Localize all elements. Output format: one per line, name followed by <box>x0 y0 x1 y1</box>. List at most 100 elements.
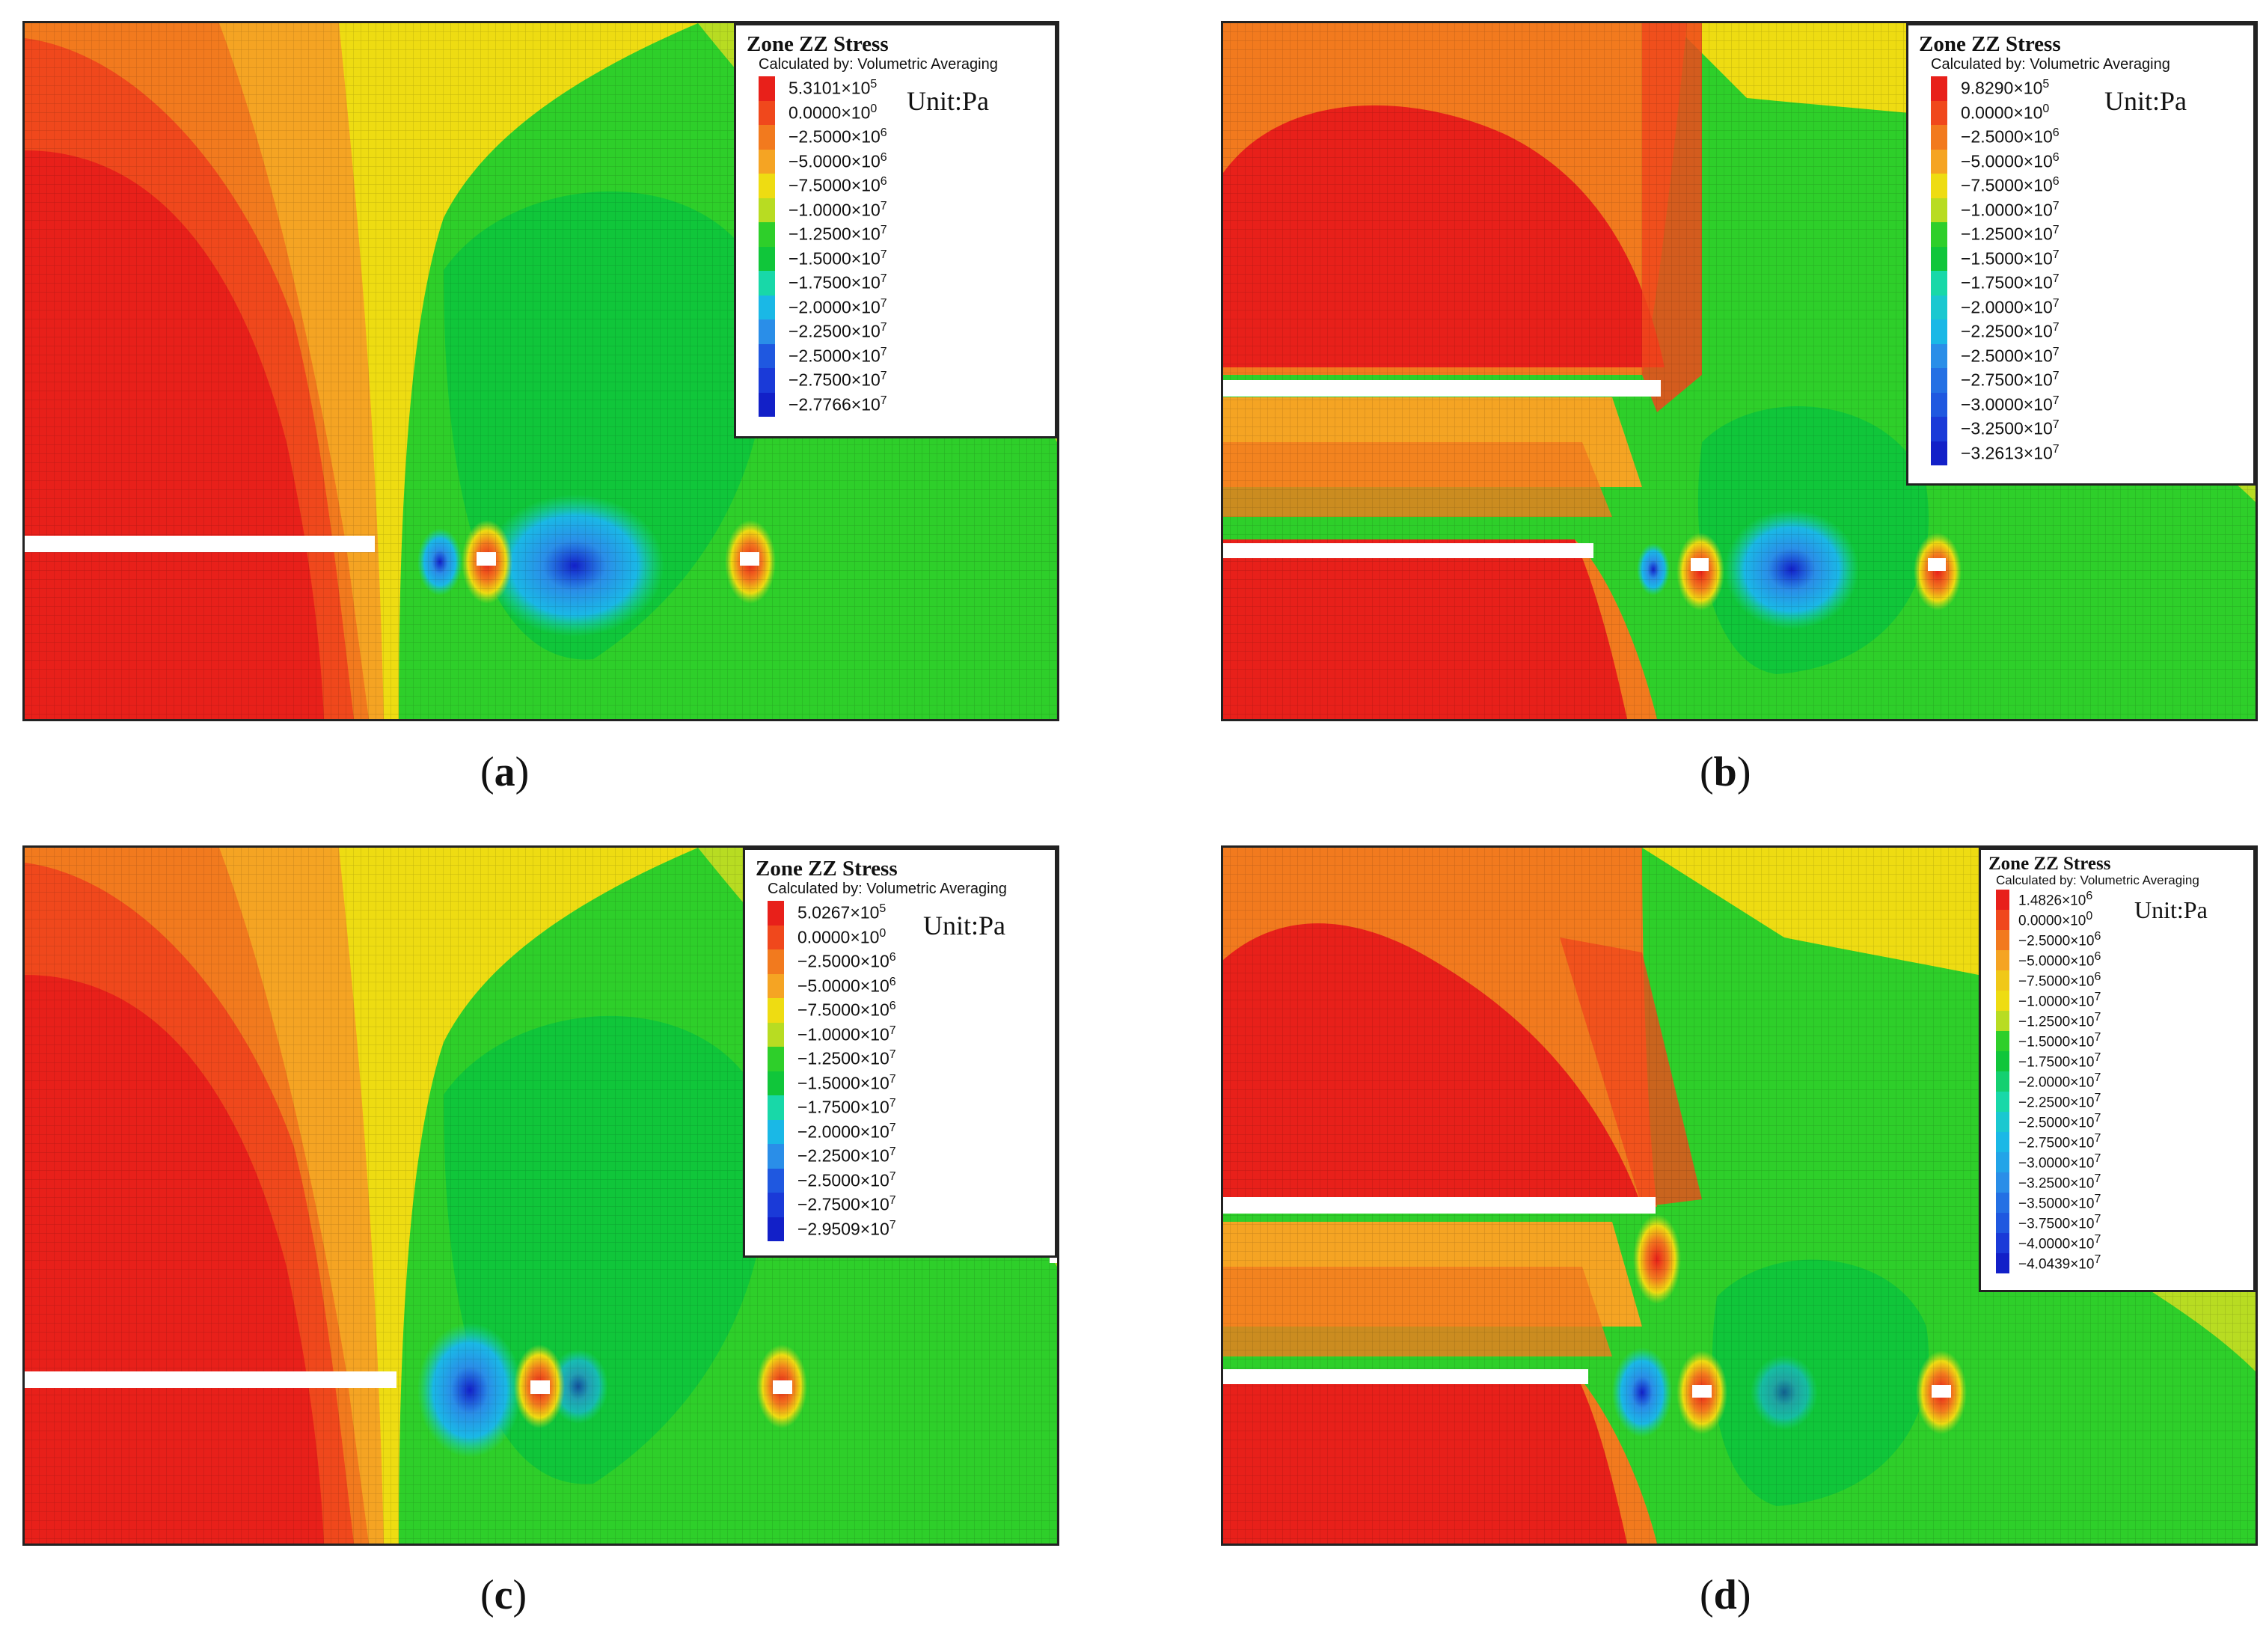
legend-swatch <box>1996 1071 2009 1092</box>
legend-entry: −1.5000×107 <box>759 246 1044 271</box>
legend-swatch <box>768 1168 784 1193</box>
legend-swatch <box>1931 319 1947 344</box>
seam-working-face <box>25 536 375 552</box>
legend-swatch <box>1931 441 1947 465</box>
legend-value: −1.7500×107 <box>788 272 887 293</box>
legend-swatch <box>1996 1011 2009 1031</box>
legend-swatch <box>759 174 775 198</box>
legend-subtitle: Calculated by: Volumetric Averaging <box>768 881 1007 897</box>
legend-entry: −2.9509×107 <box>768 1217 1044 1241</box>
legend-entry: −2.0000×107 <box>759 295 1044 319</box>
legend-swatch <box>768 1022 784 1047</box>
legend-value: −2.5000×106 <box>2018 930 2101 949</box>
legend-value: −1.0000×107 <box>1961 199 2060 220</box>
legend-swatch <box>1931 76 1947 101</box>
legend-value: −2.2500×107 <box>788 321 887 342</box>
legend-swatch <box>768 1095 784 1120</box>
legend-entry: −2.5000×107 <box>768 1168 1044 1193</box>
roadway-2 <box>740 552 759 566</box>
legend-unit: Unit:Pa <box>923 911 1006 940</box>
legend-swatch <box>1931 392 1947 417</box>
legend-entry: −2.5000×107 <box>1931 343 2243 368</box>
legend-swatch <box>759 295 775 319</box>
legend-swatch <box>1996 991 2009 1011</box>
lower-seam-working-face <box>1223 1369 1588 1384</box>
legend-d: Zone ZZ Stress Calculated by: Volumetric… <box>1979 848 2256 1292</box>
legend-value: −3.0000×107 <box>2018 1152 2101 1172</box>
legend-swatch <box>1996 1132 2009 1152</box>
upper-seam-working-face <box>1223 1197 1656 1214</box>
legend-value: −1.0000×107 <box>2018 991 2101 1010</box>
legend-entry: −5.0000×106 <box>768 973 1044 998</box>
legend-value: −5.0000×106 <box>788 150 887 171</box>
legend-entry: −2.7500×107 <box>1931 368 2243 393</box>
lower-seam-working-face <box>1223 543 1593 558</box>
legend-unit: Unit:Pa <box>2104 86 2187 116</box>
legend-value: −1.5000×107 <box>2018 1031 2101 1050</box>
legend-swatch <box>759 246 775 271</box>
legend-value: −2.2500×107 <box>2018 1092 2101 1111</box>
legend-value: −2.5000×107 <box>2018 1112 2101 1131</box>
legend-value: −1.5000×107 <box>1961 248 2060 269</box>
legend-entry: −2.0000×107 <box>768 1119 1044 1144</box>
legend-swatch <box>1931 125 1947 150</box>
roadway-2 <box>1928 558 1946 571</box>
legend-entry: 5.3101×105 <box>759 76 1044 101</box>
legend-swatch <box>1996 1253 2009 1273</box>
legend-swatch <box>759 125 775 150</box>
legend-value: −4.0439×107 <box>2018 1253 2101 1273</box>
legend-swatch <box>768 949 784 974</box>
legend-value: −1.7500×107 <box>1961 272 2060 293</box>
legend-value: −2.2500×107 <box>797 1145 896 1166</box>
legend-entry: −1.2500×107 <box>768 1047 1044 1071</box>
legend-title: Zone ZZ Stress <box>756 857 898 881</box>
legend-value: −2.0000×107 <box>788 296 887 317</box>
legend-value: 1.4826×106 <box>2018 890 2093 909</box>
legend-entry: −7.5000×106 <box>1931 174 2243 198</box>
legend-swatch <box>759 392 775 417</box>
legend-entry: −7.5000×106 <box>1996 970 2246 991</box>
upper-seam-working-face <box>1223 380 1661 397</box>
legend-value: −1.5000×107 <box>797 1072 896 1093</box>
legend-value: −5.0000×106 <box>797 975 896 996</box>
legend-swatch <box>768 973 784 998</box>
legend-swatch <box>1996 950 2009 970</box>
legend-unit: Unit:Pa <box>907 86 990 116</box>
legend-entry: 0.0000×100 <box>759 100 1044 125</box>
legend-subtitle: Calculated by: Volumetric Averaging <box>1996 873 2199 887</box>
legend-entry: −3.0000×107 <box>1931 392 2243 417</box>
legend-swatch <box>759 319 775 344</box>
roadway-1 <box>530 1380 550 1394</box>
legend-entries: 5.3101×105 0.0000×100 −2.5000×106 −5.0000×1… <box>759 76 1044 417</box>
legend-value: 0.0000×100 <box>2018 910 2093 929</box>
legend-entry: −7.5000×106 <box>768 998 1044 1023</box>
legend-entry: −4.0000×107 <box>1996 1233 2246 1253</box>
legend-swatch <box>1996 910 2009 930</box>
contour-plot-d: Zone ZZ Stress Calculated by: Volumetric… <box>1221 845 2258 1546</box>
roadway-1 <box>1691 558 1709 571</box>
legend-value: −2.5000×106 <box>797 951 896 972</box>
legend-value: −5.0000×106 <box>2018 950 2101 970</box>
legend-value: −3.2500×107 <box>1961 418 2060 439</box>
roadway-1 <box>1692 1385 1712 1398</box>
legend-value: −1.2500×107 <box>2018 1011 2101 1030</box>
legend-swatch <box>759 149 775 174</box>
legend-entry: −2.2500×107 <box>1931 319 2243 344</box>
legend-swatch <box>1931 174 1947 198</box>
legend-entry: −5.0000×106 <box>759 149 1044 174</box>
legend-entries: 9.8290×105 0.0000×100 −2.5000×106 −5.0000×1… <box>1931 76 2243 465</box>
legend-entry: −4.0439×107 <box>1996 1253 2246 1273</box>
legend-entry: −3.2500×107 <box>1931 417 2243 441</box>
legend-swatch <box>1931 271 1947 296</box>
legend-entry: 0.0000×100 <box>1996 910 2246 930</box>
legend-swatch <box>1996 1031 2009 1051</box>
legend-value: 0.0000×100 <box>788 102 878 123</box>
legend-swatch <box>1931 417 1947 441</box>
legend-value: −2.5000×107 <box>788 345 887 366</box>
legend-swatch <box>768 1071 784 1095</box>
legend-entry: −1.5000×107 <box>768 1071 1044 1095</box>
legend-value: −3.2500×107 <box>2018 1172 2101 1192</box>
legend-value: −2.7500×107 <box>788 370 887 391</box>
legend-value: −2.5000×107 <box>1961 345 2060 366</box>
legend-entry: −3.5000×107 <box>1996 1193 2246 1213</box>
